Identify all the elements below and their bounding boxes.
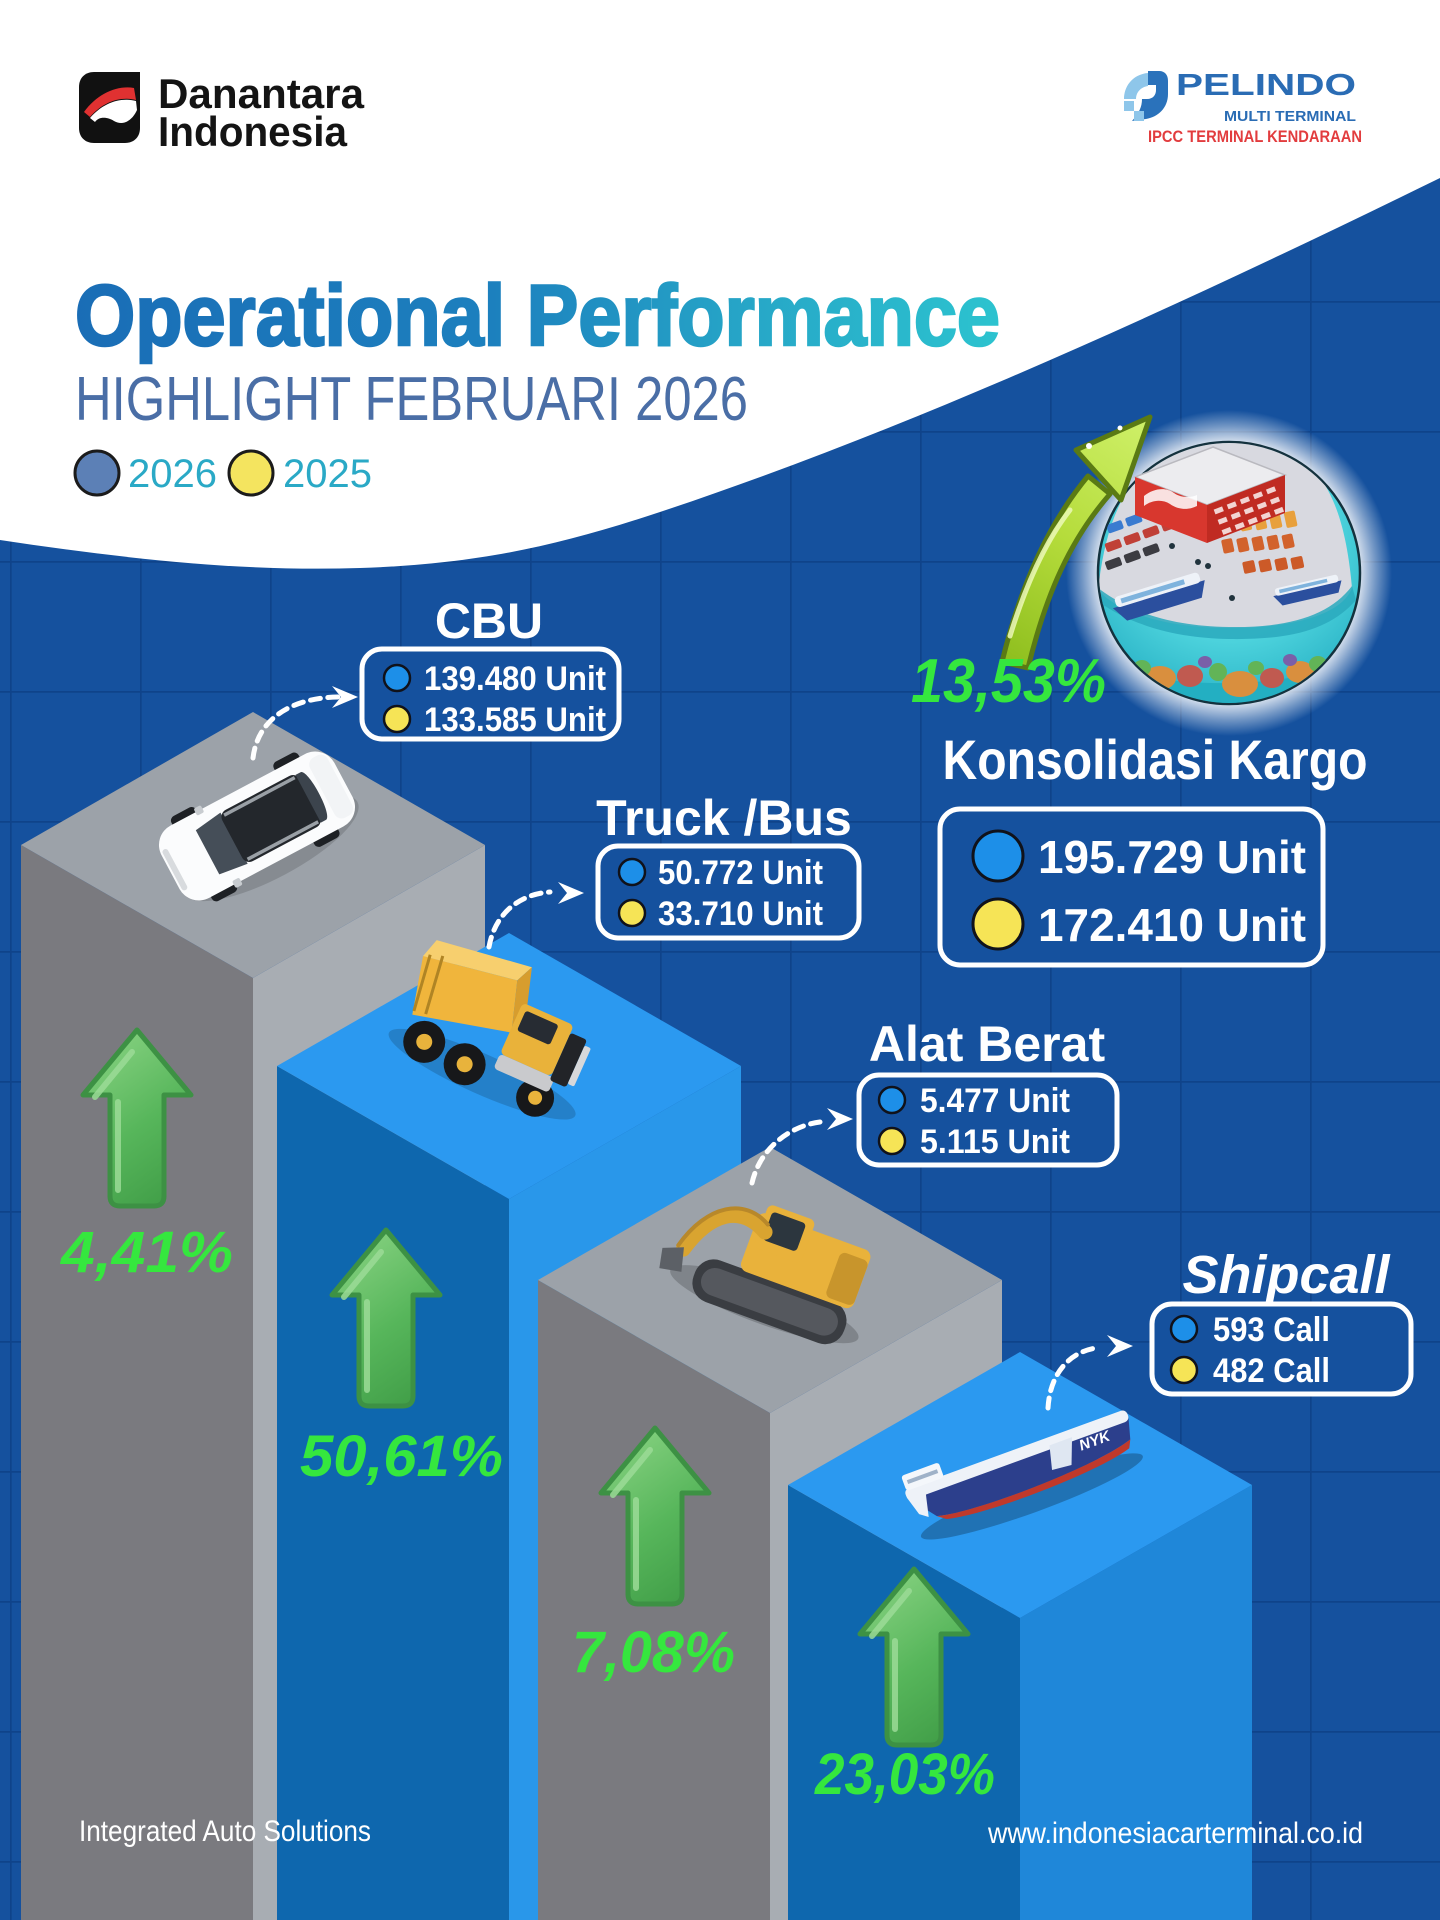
svg-text:2026: 2026 xyxy=(128,452,217,496)
svg-text:www.indonesiacarterminal.co.id: www.indonesiacarterminal.co.id xyxy=(987,1817,1363,1850)
svg-text:CBU: CBU xyxy=(435,593,543,649)
svg-text:482 Call: 482 Call xyxy=(1213,1352,1330,1390)
svg-text:50.772 Unit: 50.772 Unit xyxy=(658,854,823,892)
svg-text:5.477 Unit: 5.477 Unit xyxy=(920,1082,1070,1120)
svg-text:Indonesia: Indonesia xyxy=(158,108,348,155)
svg-text:PELINDO: PELINDO xyxy=(1176,67,1356,102)
svg-text:33.710 Unit: 33.710 Unit xyxy=(658,895,823,933)
svg-text:13,53%: 13,53% xyxy=(911,647,1106,716)
svg-text:Danantara: Danantara xyxy=(158,70,365,117)
svg-text:Alat Berat: Alat Berat xyxy=(869,1016,1106,1072)
svg-text:50,61%: 50,61% xyxy=(300,1424,503,1489)
svg-text:Konsolidasi Kargo: Konsolidasi Kargo xyxy=(943,728,1368,791)
svg-text:5.115 Unit: 5.115 Unit xyxy=(920,1123,1070,1161)
svg-text:195.729 Unit: 195.729 Unit xyxy=(1038,831,1306,883)
svg-text:MULTI TERMINAL: MULTI TERMINAL xyxy=(1224,108,1356,125)
svg-text:Truck /Bus: Truck /Bus xyxy=(596,790,852,846)
svg-text:7,08%: 7,08% xyxy=(572,1620,735,1685)
svg-text:Integrated Auto Solutions: Integrated Auto Solutions xyxy=(79,1815,371,1848)
svg-text:IPCC TERMINAL KENDARAAN: IPCC TERMINAL KENDARAAN xyxy=(1148,127,1362,146)
svg-text:2025: 2025 xyxy=(283,452,372,496)
svg-text:139.480 Unit: 139.480 Unit xyxy=(424,660,606,698)
svg-text:4,41%: 4,41% xyxy=(60,1220,233,1285)
svg-text:Shipcall: Shipcall xyxy=(1182,1245,1390,1305)
svg-text:172.410 Unit: 172.410 Unit xyxy=(1038,899,1306,951)
svg-text:23,03%: 23,03% xyxy=(814,1742,995,1807)
svg-text:133.585 Unit: 133.585 Unit xyxy=(424,701,606,739)
svg-text:Operational Performance: Operational Performance xyxy=(75,268,1000,364)
svg-text:593 Call: 593 Call xyxy=(1213,1311,1330,1349)
svg-text:HIGHLIGHT FEBRUARI 2026: HIGHLIGHT FEBRUARI 2026 xyxy=(75,365,748,434)
